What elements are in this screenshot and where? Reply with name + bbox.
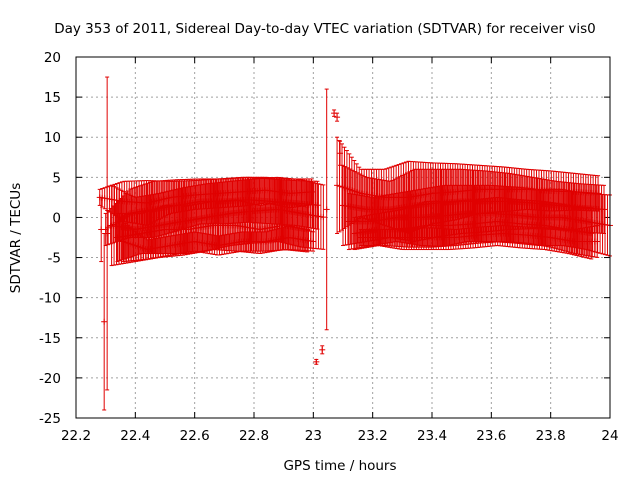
x-tick-label: 22.2 [61,428,91,444]
series-spike-22-3 [98,76,111,411]
y-axis-label: SDTVAR / TECUs [8,183,24,293]
plot-frame [75,56,611,419]
chart-title: Day 353 of 2011, Sidereal Day-to-day VTE… [54,21,596,37]
y-tick-label: -5 [48,251,61,267]
x-tick-label: 22.4 [120,428,150,444]
series-arc-e [120,220,317,263]
y-tick-label: -25 [39,411,61,427]
y-tick-label: -10 [39,291,61,307]
x-tick-label: 22.6 [180,428,210,444]
series-arc-j [357,224,601,258]
y-tick-label: 20 [44,50,61,66]
x-tick-label: 23.8 [536,428,566,444]
series-spike-23-07 [331,109,344,166]
y-tick-label: -20 [39,371,61,387]
x-tick-label: 22.8 [239,428,269,444]
axis-ticks: 22.2 22.4 22.6 22.8 23 23.2 23.4 23.6 23.8 24 20 15… [39,50,619,444]
x-tick-label: 23 [305,428,322,444]
y-tick-label: 0 [52,210,61,226]
y-tick-label: 10 [44,130,61,146]
x-tick-label: 24 [601,428,618,444]
data-points [96,76,613,411]
x-tick-label: 23.4 [417,428,447,444]
y-tick-label: -15 [39,331,61,347]
y-tick-label: 15 [44,90,61,106]
y-tick-label: 5 [52,170,61,186]
x-axis-label: GPS time / hours [283,458,396,474]
x-tick-label: 23.6 [476,428,506,444]
series-spike-23-0 [313,88,330,365]
x-tick-label: 23.2 [358,428,388,444]
